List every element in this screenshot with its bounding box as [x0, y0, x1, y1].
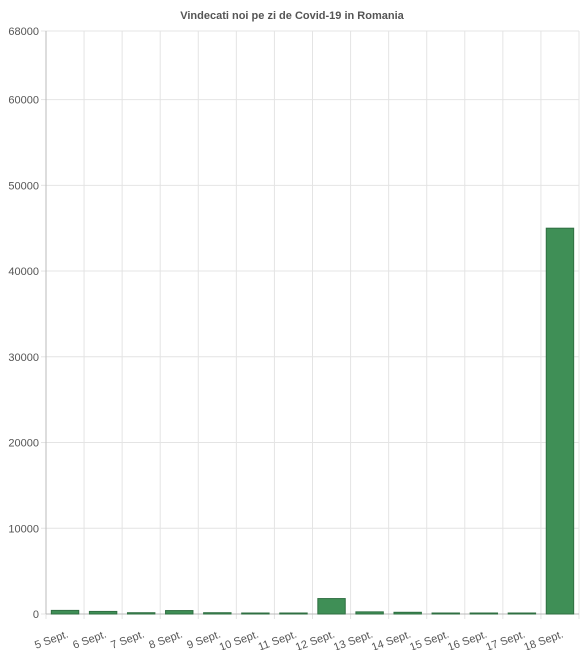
- bar: [355, 611, 384, 615]
- chart-title: Vindecati noi pe zi de Covid-19 in Roman…: [180, 10, 404, 22]
- y-tick-label: 60000: [8, 95, 39, 107]
- y-tick-label: 20000: [8, 438, 39, 450]
- x-tick-label: 18 Sept.: [522, 629, 565, 650]
- x-tick-label: 10 Sept.: [218, 629, 261, 650]
- bar: [545, 227, 575, 615]
- x-tick-labels: 5 Sept. 6 Sept. 7 Sept. 8 Sept. 9 Sept.10 Se…: [33, 629, 565, 654]
- y-tick-labels: 0 10000 20000 30000 40000 50000 60000 68000: [8, 26, 39, 621]
- bar: [165, 610, 194, 615]
- bar: [469, 612, 499, 615]
- y-tick-label: 68000: [8, 26, 39, 38]
- bar: [279, 612, 308, 615]
- bar: [241, 612, 270, 615]
- x-tick-label: 8 Sept.: [147, 629, 184, 650]
- x-tick-label: 16 Sept.: [446, 629, 489, 650]
- y-tick-label: 10000: [8, 523, 39, 535]
- bar: [88, 610, 118, 615]
- x-tick-label: 5 Sept.: [33, 629, 70, 650]
- x-tick-label: 7 Sept.: [109, 629, 146, 650]
- bar: [431, 612, 460, 615]
- y-tick-label: 0: [33, 609, 39, 621]
- x-tick-label: 17 Sept.: [484, 629, 527, 650]
- x-tick-label: 9 Sept.: [185, 629, 222, 650]
- y-tick-label: 30000: [8, 352, 39, 364]
- bar: [203, 612, 232, 615]
- x-tick-label: 11 Sept.: [257, 629, 299, 650]
- y-tick-label: 40000: [8, 266, 39, 278]
- x-tick-label: 13 Sept.: [332, 629, 375, 650]
- x-tick-label: 14 Sept.: [370, 629, 413, 650]
- x-tick-label: 12 Sept.: [294, 629, 337, 650]
- bars: [50, 227, 575, 615]
- bar: [50, 609, 80, 615]
- x-tick-label: 6 Sept.: [71, 629, 108, 650]
- grid-lines: [41, 30, 580, 619]
- x-tick-label: 15 Sept.: [408, 629, 451, 650]
- bar: [317, 598, 346, 615]
- bar: [393, 611, 422, 615]
- y-tick-label: 50000: [8, 180, 39, 192]
- bar: [507, 612, 537, 615]
- bar: [126, 612, 156, 615]
